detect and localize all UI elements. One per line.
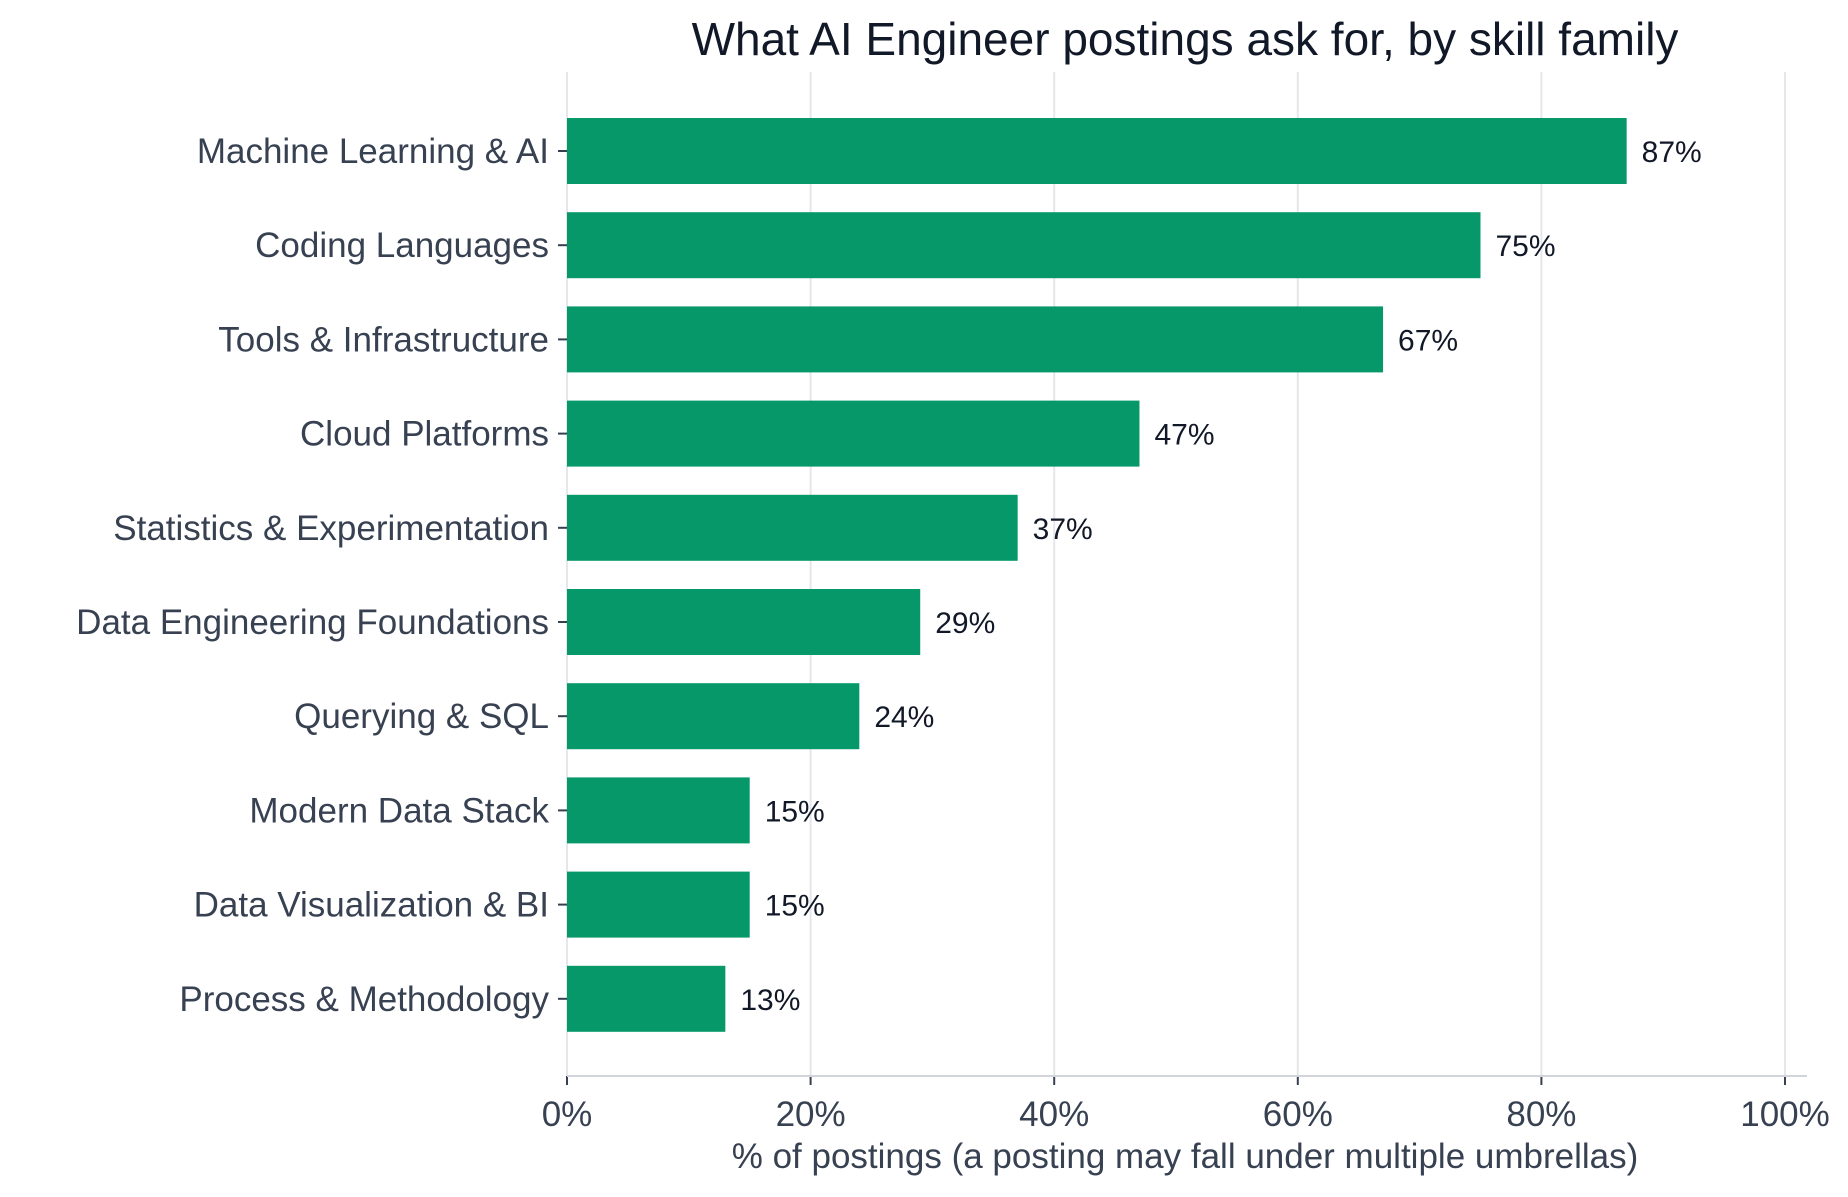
bar bbox=[567, 400, 1140, 467]
category-label: Data Visualization & BI bbox=[194, 886, 549, 925]
x-tick-label: 60% bbox=[1263, 1095, 1333, 1134]
x-tick-label: 100% bbox=[1740, 1095, 1830, 1134]
x-tick-label: 0% bbox=[542, 1095, 593, 1134]
bar bbox=[567, 118, 1627, 184]
bar bbox=[567, 965, 726, 1032]
value-label: 13% bbox=[740, 984, 800, 1017]
bar bbox=[567, 212, 1481, 279]
bar bbox=[567, 494, 1018, 561]
axes: 0% 20% 40% 60% 80% 100% Machine Learning & AI C… bbox=[76, 132, 1830, 1134]
bar bbox=[567, 589, 921, 655]
value-label: 29% bbox=[935, 607, 995, 640]
category-label: Statistics & Experimentation bbox=[113, 509, 549, 548]
x-tick-label: 40% bbox=[1019, 1095, 1089, 1134]
category-label: Data Engineering Foundations bbox=[76, 603, 549, 642]
value-label: 37% bbox=[1033, 513, 1093, 546]
value-label: 67% bbox=[1398, 324, 1458, 357]
bar bbox=[567, 777, 750, 844]
category-label: Process & Methodology bbox=[179, 980, 549, 1019]
value-label: 15% bbox=[765, 795, 825, 828]
bars: 87% 75% 67% 47% 37% 29% 24% 15% 15% 13% bbox=[567, 118, 1702, 1032]
value-label: 24% bbox=[874, 701, 934, 734]
x-tick-label: 80% bbox=[1506, 1095, 1576, 1134]
x-tick-label: 20% bbox=[776, 1095, 846, 1134]
value-label: 15% bbox=[765, 890, 825, 923]
value-label: 47% bbox=[1154, 419, 1214, 452]
category-label: Coding Languages bbox=[255, 226, 549, 265]
value-label: 87% bbox=[1642, 136, 1702, 169]
category-label: Tools & Infrastructure bbox=[218, 320, 549, 359]
category-label: Modern Data Stack bbox=[249, 791, 549, 830]
x-axis-title: % of postings (a posting may fall under … bbox=[732, 1137, 1639, 1176]
category-label: Machine Learning & AI bbox=[197, 132, 549, 171]
bar bbox=[567, 871, 750, 938]
value-label: 75% bbox=[1496, 230, 1556, 263]
category-label: Cloud Platforms bbox=[300, 415, 549, 454]
category-label: Querying & SQL bbox=[294, 697, 549, 736]
bar bbox=[567, 306, 1384, 373]
chart-title: What AI Engineer postings ask for, by sk… bbox=[692, 13, 1679, 65]
bar bbox=[567, 683, 860, 750]
